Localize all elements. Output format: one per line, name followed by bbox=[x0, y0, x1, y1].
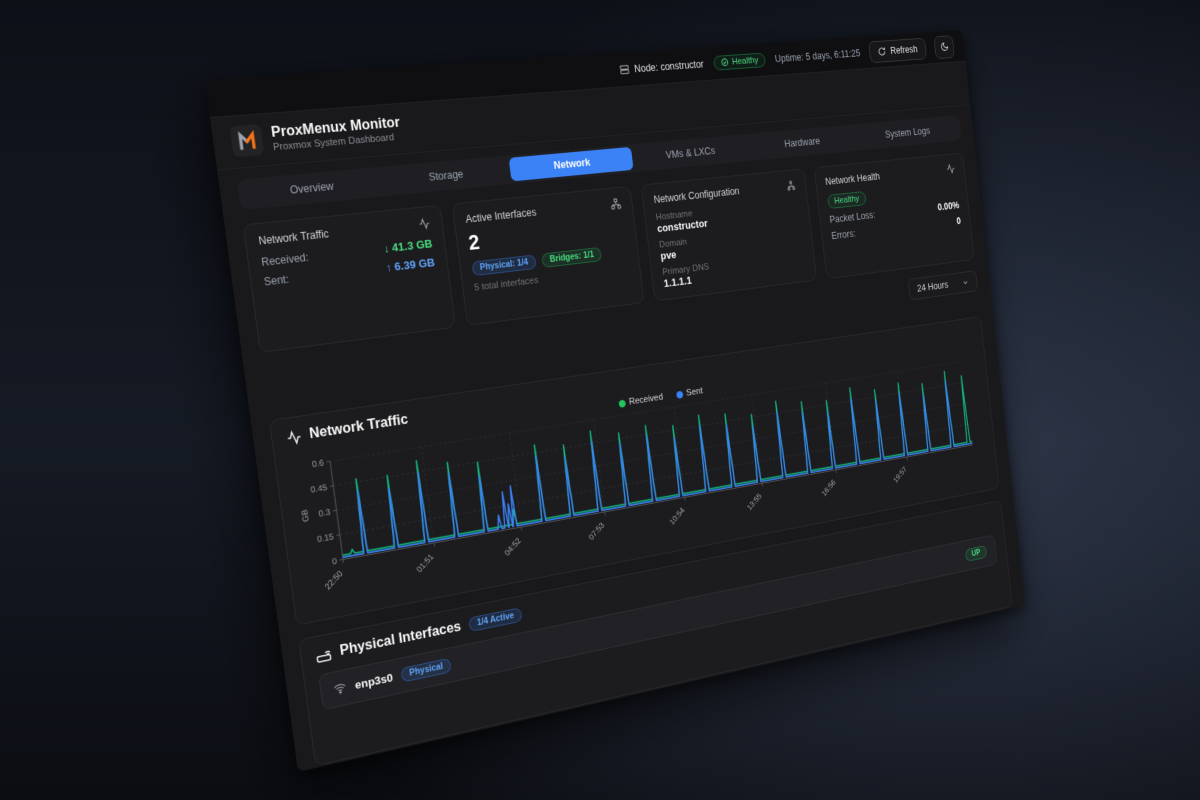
card-title: Network Configuration bbox=[653, 185, 740, 206]
activity-icon bbox=[417, 217, 430, 230]
packet-loss-value: 0.00% bbox=[937, 199, 960, 213]
network-health-card: Network Health Healthy Packet Loss: 0.00… bbox=[813, 152, 975, 280]
svg-text:13:55: 13:55 bbox=[746, 492, 763, 512]
sent-label: Sent: bbox=[263, 272, 290, 288]
proxmenux-window: Node: constructor Healthy Uptime: 5 days… bbox=[205, 30, 1025, 773]
active-count-badge: 1/4 Active bbox=[468, 607, 523, 633]
interface-name: enp3s0 bbox=[354, 670, 394, 692]
svg-text:0.15: 0.15 bbox=[317, 532, 335, 544]
packet-loss-label: Packet Loss: bbox=[829, 209, 876, 226]
received-label: Received: bbox=[260, 250, 310, 269]
sent-dot bbox=[675, 390, 684, 399]
network-traffic-card: Network Traffic Received: ↓ 41.3 GB Sent… bbox=[242, 204, 456, 353]
node-label: Node: constructor bbox=[633, 58, 705, 75]
svg-text:GB: GB bbox=[300, 509, 311, 523]
hierarchy-icon bbox=[785, 180, 796, 192]
router-icon bbox=[315, 646, 333, 665]
sent-value: ↑ 6.39 GB bbox=[385, 255, 436, 275]
card-title: Active Interfaces bbox=[464, 206, 537, 226]
traffic-chart: 22:50 01:51 04:52 07:53 10:54 13:55 16:56 19:57… bbox=[290, 353, 989, 615]
tab-storage[interactable]: Storage bbox=[428, 168, 464, 184]
theme-toggle-button[interactable] bbox=[933, 34, 955, 59]
svg-text:22:50: 22:50 bbox=[323, 569, 344, 591]
errors-value: 0 bbox=[956, 215, 962, 227]
network-traffic-chart-card: Network Traffic Received Sent 22:50 01:51… bbox=[268, 316, 1000, 626]
svg-text:0: 0 bbox=[332, 556, 338, 566]
interface-type-badge: Physical bbox=[400, 657, 453, 683]
activity-icon bbox=[946, 163, 956, 174]
moon-icon bbox=[940, 42, 949, 52]
server-icon bbox=[619, 63, 631, 75]
tab-overview[interactable]: Overview bbox=[289, 179, 335, 197]
tab-system-logs[interactable]: System Logs bbox=[884, 125, 931, 141]
svg-text:19:57: 19:57 bbox=[892, 465, 908, 484]
refresh-icon bbox=[877, 46, 886, 56]
errors-label: Errors: bbox=[830, 227, 857, 242]
node-indicator: Node: constructor bbox=[619, 58, 705, 75]
received-dot bbox=[618, 399, 626, 408]
health-badge: Healthy bbox=[826, 190, 867, 210]
tab-vms-lxcs[interactable]: VMs & LXCs bbox=[665, 144, 716, 161]
svg-text:16:56: 16:56 bbox=[820, 478, 837, 498]
app-title-block: ProxMenux Monitor Proxmox System Dashboa… bbox=[270, 114, 402, 153]
active-interfaces-card: Active Interfaces 2 Physical: 1/4 Bridge… bbox=[451, 185, 645, 326]
bridges-count-badge: Bridges: 1/1 bbox=[541, 247, 603, 269]
svg-text:0.45: 0.45 bbox=[310, 483, 328, 495]
network-nodes-icon bbox=[610, 198, 622, 211]
tab-network[interactable]: Network bbox=[508, 146, 634, 182]
time-range-select[interactable]: 24 Hours bbox=[907, 270, 979, 301]
network-configuration-card: Network Configuration Hostname construct… bbox=[640, 168, 817, 302]
card-title: Network Traffic bbox=[257, 227, 330, 248]
svg-text:04:52: 04:52 bbox=[503, 536, 523, 557]
svg-text:10:54: 10:54 bbox=[668, 506, 686, 526]
health-status-badge: Healthy bbox=[712, 52, 767, 71]
physical-count-badge: Physical: 1/4 bbox=[471, 254, 537, 277]
received-value: ↓ 41.3 GB bbox=[382, 236, 434, 256]
chevron-down-icon bbox=[962, 278, 970, 287]
check-circle-icon bbox=[720, 58, 729, 67]
tab-hardware[interactable]: Hardware bbox=[783, 135, 821, 150]
card-title: Network Health bbox=[824, 170, 881, 188]
svg-text:07:53: 07:53 bbox=[587, 521, 606, 542]
svg-text:0.3: 0.3 bbox=[318, 507, 331, 518]
wifi-icon bbox=[333, 681, 348, 697]
uptime-text: Uptime: 5 days, 6:11:25 bbox=[774, 47, 861, 65]
svg-text:01:51: 01:51 bbox=[415, 552, 436, 574]
activity-icon bbox=[286, 429, 303, 446]
svg-text:0.6: 0.6 bbox=[311, 458, 324, 469]
traffic-chart-svg: 22:50 01:51 04:52 07:53 10:54 13:55 16:56 19:57… bbox=[300, 353, 989, 591]
interface-status-badge: UP bbox=[964, 544, 988, 562]
refresh-button[interactable]: Refresh bbox=[868, 37, 927, 63]
proxmenux-logo bbox=[229, 124, 265, 158]
